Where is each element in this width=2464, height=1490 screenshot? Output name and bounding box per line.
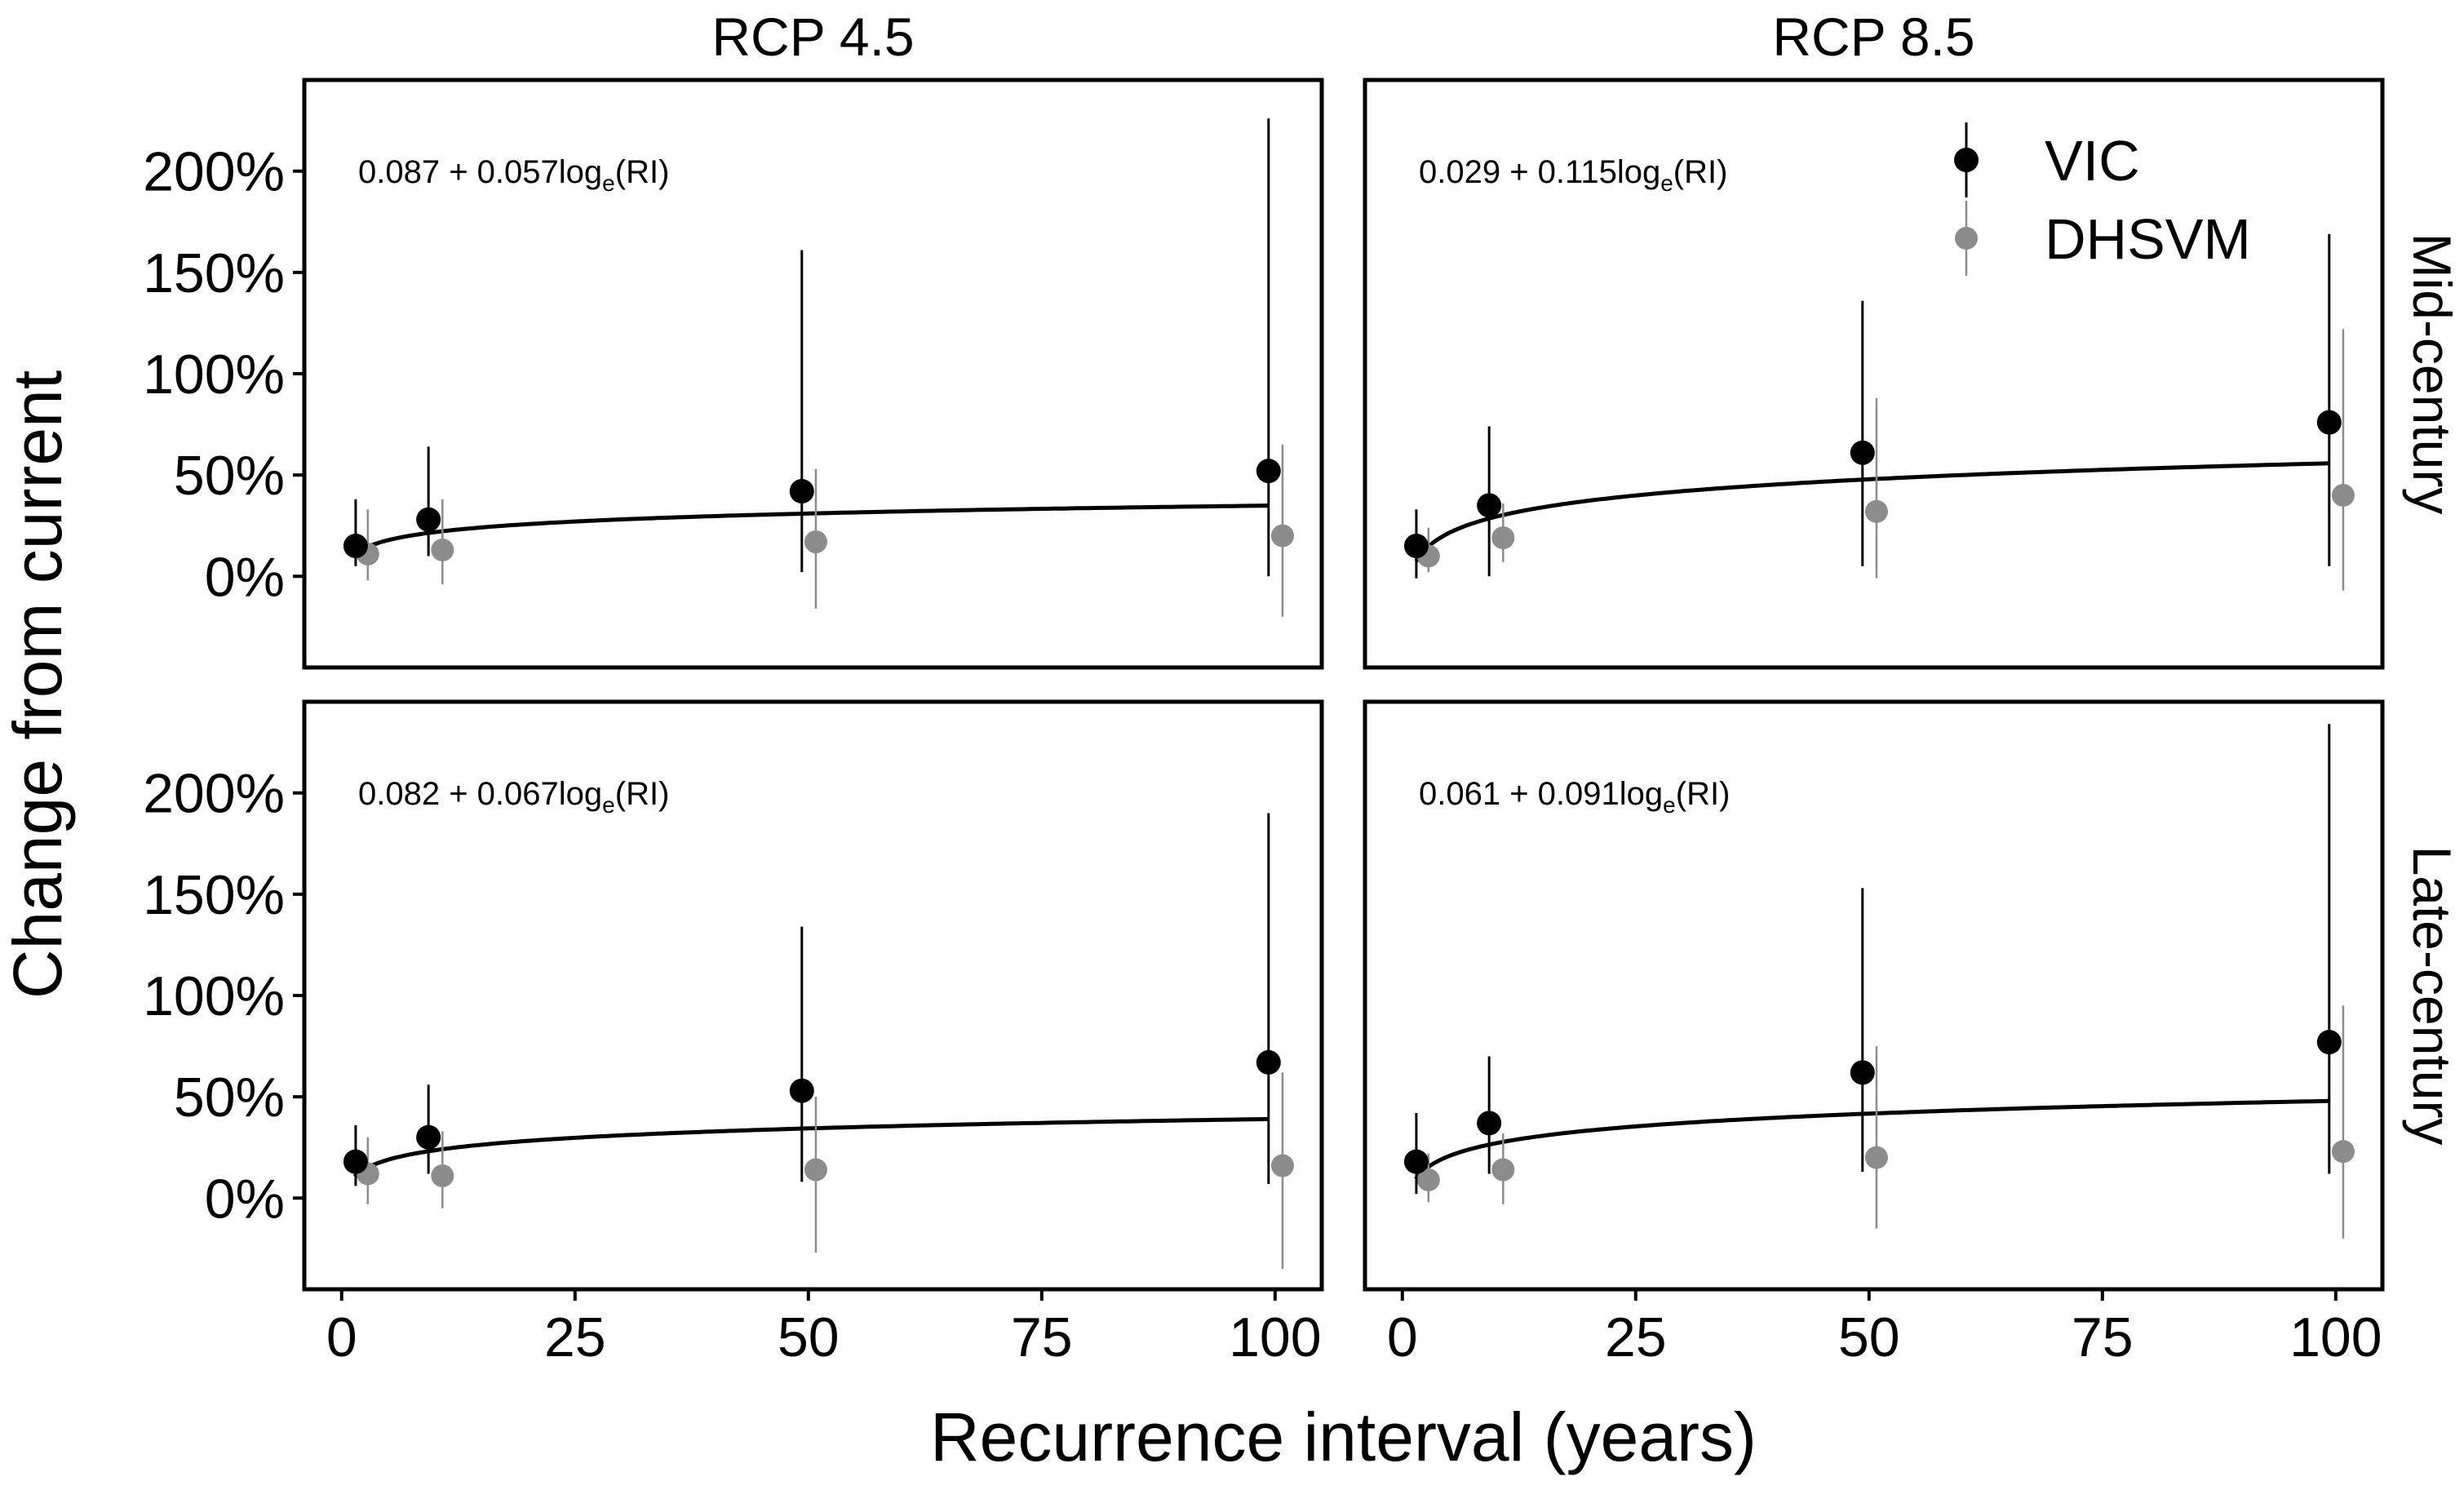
vic-point xyxy=(1477,1111,1502,1136)
dhsvm-point xyxy=(1491,1158,1515,1182)
panel-frame xyxy=(302,78,1324,670)
fit-equation-text: 0.087 + 0.057log xyxy=(358,154,602,190)
row-facet-label: Mid-century xyxy=(2402,233,2462,515)
vic-point xyxy=(416,1124,441,1150)
y-axis-title: Change from current xyxy=(0,370,76,999)
vic-point xyxy=(789,1078,814,1103)
x-tick-label: 50 xyxy=(778,1306,840,1368)
x-tick-label: 50 xyxy=(1838,1306,1900,1368)
fit-curve xyxy=(354,503,1269,557)
x-tick-label: 75 xyxy=(2072,1306,2134,1368)
vic-point xyxy=(343,534,368,559)
fit-curve xyxy=(1414,461,2329,563)
fit-equation-suffix: (RI) xyxy=(615,776,670,812)
x-tick-label: 0 xyxy=(326,1306,357,1368)
x-tick-label: 25 xyxy=(1605,1306,1667,1368)
vic-point xyxy=(2316,1030,2342,1055)
dhsvm-point xyxy=(804,530,827,554)
y-tick-label: 50% xyxy=(174,445,285,507)
fit-curve xyxy=(1414,1098,2329,1180)
column-facet-label: RCP 8.5 xyxy=(1772,7,1974,67)
y-tick-label: 200% xyxy=(143,141,285,203)
fit-equation-label: 0.087 + 0.057loge(RI) xyxy=(358,154,669,196)
fit-equation-subscript: e xyxy=(602,171,615,196)
x-tick-label: 25 xyxy=(544,1306,606,1368)
dhsvm-point xyxy=(1270,1154,1294,1177)
fit-equation-label: 0.061 + 0.091loge(RI) xyxy=(1419,776,1730,818)
x-tick-label: 100 xyxy=(2289,1306,2382,1368)
fit-equation-subscript: e xyxy=(602,792,615,818)
vic-point xyxy=(1256,459,1281,484)
fit-equation-suffix: (RI) xyxy=(1673,154,1728,190)
x-tick-label: 100 xyxy=(1229,1306,1321,1368)
y-tick-label: 200% xyxy=(143,763,285,825)
fit-equation-label: 0.082 + 0.067loge(RI) xyxy=(358,776,669,818)
dhsvm-point xyxy=(1491,526,1515,550)
y-tick-label: 50% xyxy=(174,1067,285,1129)
dhsvm-point xyxy=(2331,1140,2355,1164)
fit-equation-suffix: (RI) xyxy=(615,154,670,190)
legend-dhsvm-marker xyxy=(1955,227,1978,250)
dhsvm-point xyxy=(1416,1168,1440,1191)
y-tick-label: 100% xyxy=(143,344,285,406)
y-tick-label: 0% xyxy=(205,546,285,608)
legend-dhsvm-label: DHSVM xyxy=(2045,207,2251,271)
vic-point xyxy=(1403,534,1429,559)
vic-point xyxy=(1850,440,1875,465)
fit-equation-text: 0.082 + 0.067log xyxy=(358,776,602,812)
panel-frame xyxy=(302,699,1324,1292)
y-tick-label: 150% xyxy=(143,864,285,926)
vic-point xyxy=(1403,1149,1429,1174)
y-tick-label: 0% xyxy=(205,1168,285,1230)
fit-equation-subscript: e xyxy=(1660,171,1673,196)
x-axis-title: Recurrence interval (years) xyxy=(930,1399,1757,1475)
vic-point xyxy=(1477,493,1502,518)
fit-equation-text: 0.061 + 0.091log xyxy=(1419,776,1663,812)
dhsvm-point xyxy=(1864,499,1888,523)
dhsvm-point xyxy=(804,1158,827,1182)
dhsvm-point xyxy=(2331,483,2355,507)
legend-vic-label: VIC xyxy=(2045,129,2140,193)
vic-point xyxy=(789,479,814,503)
vic-point xyxy=(1850,1060,1875,1085)
dhsvm-point xyxy=(1270,524,1294,548)
fit-equation-suffix: (RI) xyxy=(1676,776,1731,812)
legend-vic-marker xyxy=(1954,148,1979,172)
dhsvm-point xyxy=(431,1164,454,1187)
column-facet-label: RCP 4.5 xyxy=(711,7,914,67)
vic-point xyxy=(343,1149,368,1174)
panel-frame xyxy=(1363,699,2385,1292)
x-tick-label: 0 xyxy=(1387,1306,1418,1368)
y-tick-label: 100% xyxy=(143,965,285,1027)
dhsvm-point xyxy=(431,539,454,561)
fit-equation-text: 0.029 + 0.115log xyxy=(1419,154,1660,190)
vic-point xyxy=(2316,410,2342,435)
fit-equation-subscript: e xyxy=(1663,792,1676,818)
dhsvm-point xyxy=(1864,1146,1888,1169)
row-facet-label: Late-century xyxy=(2402,846,2462,1146)
vic-point xyxy=(416,507,441,532)
fit-equation-label: 0.029 + 0.115loge(RI) xyxy=(1419,154,1727,196)
x-tick-label: 75 xyxy=(1011,1306,1073,1368)
fit-curve xyxy=(353,1116,1269,1178)
panel-frame xyxy=(1363,78,2385,670)
y-tick-label: 150% xyxy=(143,242,285,304)
vic-point xyxy=(1256,1049,1281,1075)
